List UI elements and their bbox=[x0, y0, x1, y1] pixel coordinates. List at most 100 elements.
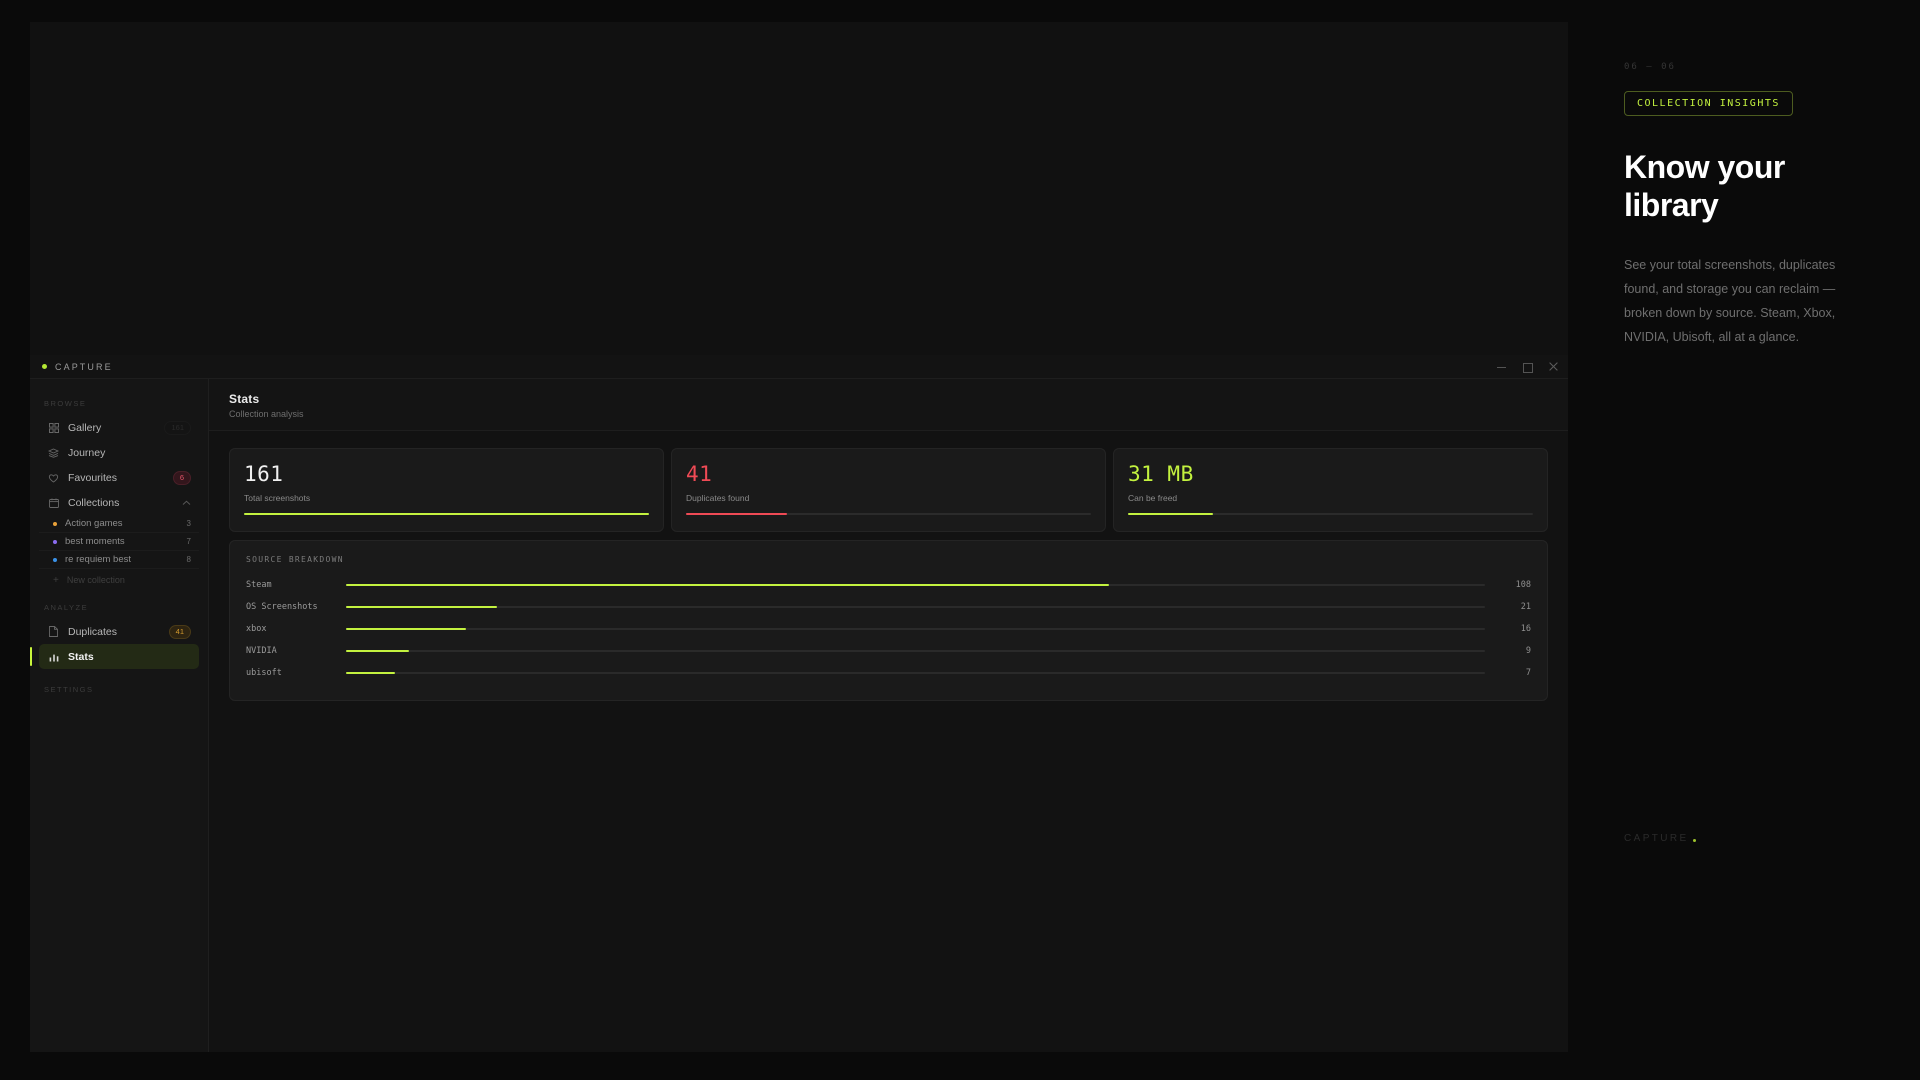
new-collection-label: New collection bbox=[66, 575, 125, 585]
stat-card-total-screenshots[interactable]: 161 Total screenshots bbox=[229, 448, 664, 532]
page-subtitle: Collection analysis bbox=[229, 409, 304, 419]
collection-color-dot bbox=[53, 521, 57, 526]
stat-label: Duplicates found bbox=[686, 493, 750, 503]
info-panel-footer: CAPTURE bbox=[1624, 833, 1696, 844]
stat-card-can-be-freed[interactable]: 31 MB Can be freed bbox=[1113, 448, 1548, 532]
stat-label: Total screenshots bbox=[244, 493, 311, 503]
stat-progress-track bbox=[244, 513, 649, 515]
footer-brand-label: CAPTURE bbox=[1624, 833, 1689, 844]
sidebar-item-label: Journey bbox=[68, 446, 106, 459]
breakdown-track bbox=[346, 628, 1485, 630]
footer-dot-icon bbox=[1692, 839, 1696, 842]
sidebar-item-label: Favourites bbox=[68, 471, 118, 484]
stat-progress-track bbox=[1128, 513, 1533, 515]
sidebar-item-gallery[interactable]: Gallery 161 bbox=[39, 415, 199, 440]
stat-progress-fill bbox=[686, 513, 788, 515]
minimize-icon[interactable] bbox=[1497, 362, 1506, 371]
stat-progress-fill bbox=[1128, 513, 1214, 515]
breakdown-track bbox=[346, 606, 1485, 608]
collection-label: re requiem best bbox=[65, 554, 132, 565]
maximize-icon[interactable] bbox=[1523, 362, 1533, 373]
content-area: 161 Total screenshots 41 Duplicates foun… bbox=[209, 431, 1568, 701]
breakdown-track bbox=[346, 650, 1485, 652]
info-panel: 06 — 06 COLLECTION INSIGHTS Know your li… bbox=[1568, 0, 1920, 1080]
breakdown-fill bbox=[346, 650, 409, 652]
breakdown-label: OS Screenshots bbox=[246, 602, 318, 612]
collection-item-re-requiem-best[interactable]: re requiem best 8 bbox=[39, 551, 199, 569]
stat-value: 161 bbox=[244, 462, 284, 486]
main-content: Stats Collection analysis 161 Total scre… bbox=[209, 379, 1568, 1052]
heart-icon bbox=[47, 473, 60, 483]
close-icon[interactable] bbox=[1549, 362, 1558, 371]
collection-count: 8 bbox=[186, 555, 191, 564]
new-collection-button[interactable]: + New collection bbox=[39, 571, 199, 589]
sidebar-section-settings: SETTINGS bbox=[44, 685, 94, 694]
breakdown-value: 16 bbox=[1520, 624, 1531, 634]
breakdown-row-nvidia: NVIDIA 9 bbox=[246, 640, 1531, 662]
stat-progress-fill bbox=[244, 513, 649, 515]
collection-item-action-games[interactable]: Action games 3 bbox=[39, 515, 199, 533]
breakdown-track bbox=[346, 584, 1485, 586]
favourites-count-badge: 6 bbox=[172, 470, 191, 485]
breakdown-row-ubisoft: ubisoft 7 bbox=[246, 662, 1531, 684]
sidebar-item-label: Collections bbox=[68, 496, 120, 509]
calendar-icon bbox=[47, 498, 60, 508]
stat-label: Can be freed bbox=[1128, 493, 1178, 503]
source-breakdown-panel: SOURCE BREAKDOWN Steam 108 OS Screenshot… bbox=[229, 540, 1548, 701]
window-controls bbox=[1497, 362, 1558, 373]
breakdown-value: 21 bbox=[1520, 602, 1531, 612]
stat-card-duplicates-found[interactable]: 41 Duplicates found bbox=[671, 448, 1106, 532]
breakdown-row-steam: Steam 108 bbox=[246, 574, 1531, 596]
info-panel-title: Know your library bbox=[1624, 149, 1785, 223]
stat-value: 31 MB bbox=[1128, 462, 1194, 486]
collection-insights-badge: COLLECTION INSIGHTS bbox=[1624, 91, 1793, 116]
sidebar-item-label: Duplicates bbox=[68, 625, 118, 638]
breakdown-row-os-screenshots: OS Screenshots 21 bbox=[246, 596, 1531, 618]
sidebar-item-collections[interactable]: Collections bbox=[39, 490, 199, 515]
collection-label: Action games bbox=[65, 518, 123, 529]
sidebar-item-journey[interactable]: Journey bbox=[39, 440, 199, 465]
breakdown-label: ubisoft bbox=[246, 668, 282, 678]
breakdown-track bbox=[346, 672, 1485, 674]
sidebar-item-duplicates[interactable]: Duplicates 41 bbox=[39, 619, 199, 644]
info-panel-description: See your total screenshots, duplicates f… bbox=[1624, 257, 1836, 344]
sidebar-section-browse: BROWSE bbox=[44, 399, 87, 408]
breakdown-label: xbox bbox=[246, 624, 267, 634]
gallery-count-badge: 161 bbox=[164, 420, 191, 435]
brand-dot-icon bbox=[42, 364, 47, 369]
active-indicator bbox=[30, 647, 32, 666]
page-header: Stats Collection analysis bbox=[209, 379, 1568, 431]
layers-icon bbox=[47, 448, 60, 458]
slide-counter: 06 — 06 bbox=[1624, 62, 1676, 72]
stat-value: 41 bbox=[686, 462, 713, 486]
breakdown-label: Steam bbox=[246, 580, 272, 590]
app-window: CAPTURE BROWSE Gallery 161 bbox=[30, 355, 1568, 1052]
stat-cards: 161 Total screenshots 41 Duplicates foun… bbox=[229, 448, 1548, 532]
chevron-up-icon[interactable] bbox=[182, 500, 191, 506]
breakdown-fill bbox=[346, 584, 1110, 586]
breakdown-value: 108 bbox=[1515, 580, 1531, 590]
sidebar-item-label: Stats bbox=[68, 650, 94, 663]
collection-color-dot bbox=[53, 557, 57, 562]
collection-count: 3 bbox=[186, 519, 191, 528]
sidebar-item-label: Gallery bbox=[68, 421, 102, 434]
collection-count: 7 bbox=[186, 537, 191, 546]
breakdown-fill bbox=[346, 606, 498, 608]
file-icon bbox=[47, 626, 60, 637]
plus-icon: + bbox=[53, 574, 59, 586]
breakdown-value: 7 bbox=[1525, 668, 1531, 678]
collection-item-best-moments[interactable]: best moments 7 bbox=[39, 533, 199, 551]
breakdown-value: 9 bbox=[1525, 646, 1531, 656]
sidebar-item-stats[interactable]: Stats bbox=[30, 644, 199, 669]
sidebar-item-favourites[interactable]: Favourites 6 bbox=[39, 465, 199, 490]
window-titlebar[interactable]: CAPTURE bbox=[30, 355, 1568, 379]
page-title: Stats bbox=[229, 392, 260, 406]
bar-chart-icon bbox=[47, 652, 60, 662]
breakdown-label: NVIDIA bbox=[246, 646, 277, 656]
breakdown-fill bbox=[346, 672, 395, 674]
sidebar-section-analyze: ANALYZE bbox=[44, 603, 89, 612]
source-breakdown-title: SOURCE BREAKDOWN bbox=[246, 555, 344, 564]
duplicates-count-badge: 41 bbox=[168, 624, 191, 639]
app-brand-label: CAPTURE bbox=[55, 361, 113, 372]
